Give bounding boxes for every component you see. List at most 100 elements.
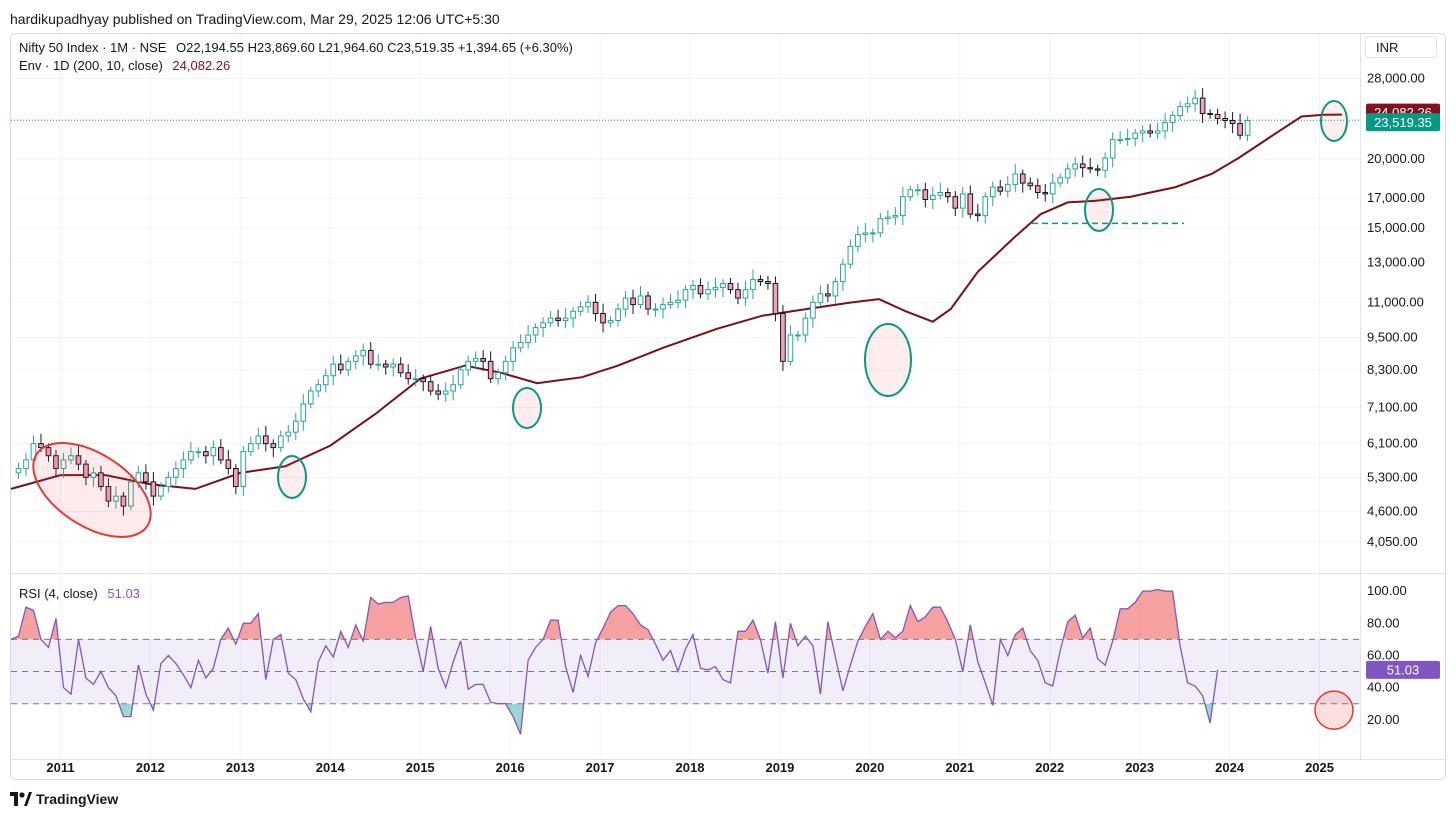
candle bbox=[352, 350, 359, 370]
candle-body bbox=[802, 317, 809, 336]
candle-body bbox=[1087, 167, 1094, 170]
candle-body bbox=[1117, 139, 1124, 142]
candle-body bbox=[143, 472, 149, 483]
candle-body bbox=[465, 360, 471, 371]
price-tick-label: 28,000.00 bbox=[1367, 71, 1425, 86]
envelope-label[interactable]: Env · 1D (200, 10, close) bbox=[19, 58, 163, 73]
candle bbox=[188, 441, 194, 465]
candle bbox=[720, 279, 726, 298]
candle-body bbox=[532, 327, 539, 336]
time-tick-label: 2014 bbox=[316, 760, 346, 775]
candle bbox=[397, 357, 404, 378]
candle bbox=[210, 440, 217, 466]
candle-body bbox=[727, 283, 734, 291]
envelope-value: 24,082.26 bbox=[172, 58, 231, 73]
rsi-tick-label: 20.00 bbox=[1367, 712, 1400, 727]
candle-body bbox=[345, 360, 352, 371]
candle-body bbox=[120, 495, 127, 507]
candle-body bbox=[502, 360, 509, 374]
candle bbox=[1064, 163, 1071, 184]
candle-body bbox=[600, 313, 606, 324]
rsi-label[interactable]: RSI (4, close) bbox=[19, 586, 98, 601]
candle bbox=[712, 277, 719, 298]
candle bbox=[83, 459, 89, 486]
candle-body bbox=[847, 245, 854, 265]
candle bbox=[277, 430, 284, 452]
candle bbox=[225, 450, 232, 475]
candle-body bbox=[285, 431, 292, 437]
candle-body bbox=[330, 363, 337, 377]
candle bbox=[262, 426, 269, 452]
candle-body bbox=[712, 287, 719, 291]
candle bbox=[510, 340, 516, 371]
candle bbox=[60, 452, 67, 478]
candle-body bbox=[262, 435, 269, 445]
time-tick-label: 2015 bbox=[406, 760, 435, 775]
price-tick-label: 5,300.00 bbox=[1367, 469, 1418, 484]
candle-body bbox=[23, 459, 29, 469]
tradingview-brand[interactable]: TradingView bbox=[10, 790, 118, 808]
candle-body bbox=[630, 297, 636, 306]
candle-body bbox=[480, 358, 486, 362]
candle-body bbox=[615, 308, 621, 321]
candle bbox=[570, 306, 576, 328]
time-tick-label: 2021 bbox=[945, 760, 974, 775]
time-tick-label: 2012 bbox=[136, 760, 165, 775]
time-tick-label: 2019 bbox=[765, 760, 794, 775]
candle bbox=[240, 445, 247, 497]
candle bbox=[1237, 113, 1243, 140]
candle bbox=[1019, 169, 1026, 193]
rsi-tick-label: 80.00 bbox=[1367, 615, 1400, 630]
rsi-axis: 100.00 80.00 60.00 40.00 20.00 bbox=[1367, 583, 1407, 727]
candle bbox=[997, 179, 1004, 196]
candle bbox=[885, 210, 891, 225]
candle bbox=[944, 188, 951, 203]
candle-body bbox=[225, 459, 232, 469]
candle bbox=[1214, 108, 1221, 125]
rsi-value-label: 51.03 bbox=[1366, 660, 1440, 679]
candle bbox=[195, 447, 202, 458]
candle bbox=[128, 476, 134, 511]
time-tick-label: 2013 bbox=[226, 760, 255, 775]
candle-body bbox=[877, 218, 884, 234]
candle-body bbox=[997, 186, 1004, 192]
candle bbox=[143, 464, 149, 490]
price-tick-label: 7,100.00 bbox=[1367, 399, 1418, 414]
rsi-value-label-text: 51.03 bbox=[1387, 662, 1420, 677]
envelope-legend: Env · 1D (200, 10, close) 24,082.26 bbox=[19, 58, 230, 73]
candle-body bbox=[307, 390, 314, 405]
candle bbox=[967, 185, 974, 219]
candle-body bbox=[150, 481, 157, 497]
candle-body bbox=[487, 360, 494, 380]
candle bbox=[937, 182, 944, 200]
candle bbox=[1094, 164, 1101, 177]
candle-body bbox=[870, 232, 876, 235]
chart-frame bbox=[10, 33, 1446, 780]
symbol-title[interactable]: Nifty 50 Index · 1M · NSE bbox=[19, 40, 167, 55]
candle-body bbox=[840, 263, 846, 283]
candle bbox=[817, 285, 824, 307]
candle-body bbox=[562, 317, 569, 321]
candle bbox=[375, 354, 382, 371]
candle bbox=[1169, 111, 1176, 133]
candle-body bbox=[210, 447, 217, 457]
candle bbox=[307, 386, 314, 409]
candle-body bbox=[817, 293, 824, 303]
candle-body bbox=[637, 295, 644, 306]
candle bbox=[847, 239, 854, 269]
candle bbox=[330, 355, 337, 386]
rsi-tick-label: 40.00 bbox=[1367, 680, 1400, 695]
candle bbox=[465, 355, 471, 376]
currency-selector[interactable]: INR bbox=[1365, 36, 1437, 58]
time-tick-label: 2025 bbox=[1305, 760, 1334, 775]
candle bbox=[158, 482, 164, 501]
candle-body bbox=[315, 384, 322, 392]
candle-body bbox=[675, 299, 681, 303]
time-tick-label: 2024 bbox=[1215, 760, 1245, 775]
candle-body bbox=[772, 283, 779, 315]
last-price-label-text: 23,519.35 bbox=[1374, 115, 1432, 130]
candle bbox=[952, 190, 959, 216]
candle bbox=[765, 275, 771, 290]
candle bbox=[457, 365, 464, 390]
